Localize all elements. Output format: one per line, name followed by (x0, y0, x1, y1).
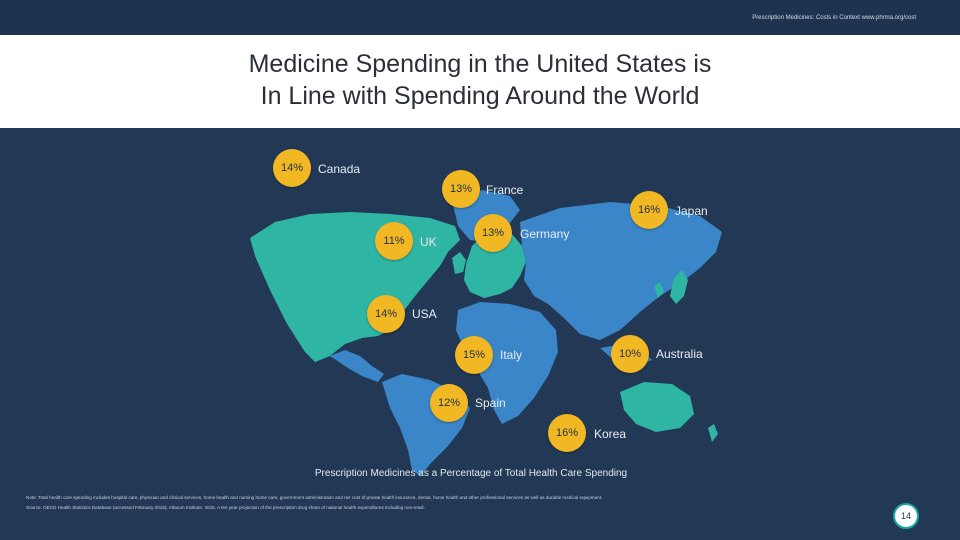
korea-label: Korea (594, 427, 627, 441)
title-line-1: Medicine Spending in the United States i… (248, 50, 712, 78)
slide-title: Medicine Spending in the United States i… (0, 48, 960, 112)
japan-label: Japan (675, 204, 708, 218)
australia-badge: 10% (611, 335, 649, 373)
italy-badge: 15% (455, 336, 493, 374)
france-badge: 13% (442, 170, 480, 208)
usa-label: USA (412, 307, 437, 321)
source-line: Prescription Medicines: Costs in Context… (752, 15, 916, 21)
australia-label: Australia (656, 347, 703, 361)
title-line-2: In Line with Spending Around the World (260, 82, 700, 110)
italy-label: Italy (500, 348, 523, 362)
germany-label: Germany (520, 227, 570, 241)
japan-badge: 16% (630, 191, 668, 229)
title-band (0, 35, 960, 128)
uk-badge: 11% (375, 222, 413, 260)
page-number: 14 (893, 503, 919, 529)
canada-label: Canada (318, 162, 361, 176)
africa-land (456, 302, 558, 424)
source-note: Source: OECD Health Statistics Database … (26, 505, 425, 510)
australia-land (620, 382, 694, 432)
germany-badge: 13% (474, 214, 512, 252)
new-zealand-land (708, 424, 718, 442)
korea-land (654, 282, 664, 298)
canada-badge: 14% (273, 149, 311, 187)
spain-label: Spain (475, 396, 506, 410)
map-caption: Prescription Medicines as a Percentage o… (314, 468, 628, 479)
france-label: France (486, 183, 524, 197)
uk-land (452, 252, 466, 274)
usa-badge: 14% (367, 295, 405, 333)
header-bar: Prescription Medicines: Costs in Context… (0, 0, 960, 35)
asia-land (520, 202, 722, 340)
central-america-land (330, 350, 384, 382)
korea-badge: 16% (548, 414, 586, 452)
note-line: Note: Total health care spending include… (26, 495, 603, 500)
spain-badge: 12% (430, 384, 468, 422)
japan-land (670, 270, 688, 304)
uk-label: UK (420, 235, 437, 249)
